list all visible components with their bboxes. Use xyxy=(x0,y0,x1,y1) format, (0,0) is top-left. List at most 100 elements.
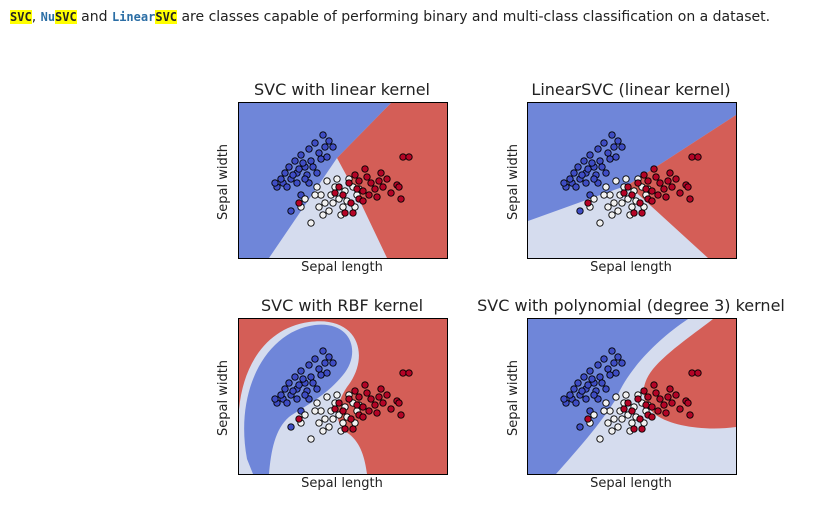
x-axis-label: Sepal length xyxy=(590,260,672,275)
intro-rest: are classes capable of performing binary… xyxy=(177,9,771,25)
scatter-point xyxy=(584,381,592,389)
scatter-point xyxy=(307,435,315,443)
scatter-point xyxy=(610,359,618,367)
scatter-point xyxy=(572,183,580,191)
plot-svc-polynomial-kernel xyxy=(527,318,737,475)
scatter-point xyxy=(580,373,588,381)
scatter-point xyxy=(688,369,696,377)
scatter-point xyxy=(608,427,616,435)
scatter-point xyxy=(604,149,612,157)
scatter-point xyxy=(359,187,367,195)
scatter-point xyxy=(405,369,413,377)
scatter-point xyxy=(311,407,319,415)
scatter-point xyxy=(367,179,375,187)
scatter-point xyxy=(301,411,309,419)
scatter-point xyxy=(566,391,574,399)
scatter-point xyxy=(295,199,303,207)
scatter-point xyxy=(299,159,307,167)
scatter-point xyxy=(642,185,650,193)
scatter-point xyxy=(644,393,652,401)
scatter-point xyxy=(644,177,652,185)
plot-title-rbf: SVC with RBF kernel xyxy=(260,296,424,315)
scatter-point xyxy=(373,193,381,201)
scatter-point xyxy=(387,405,395,413)
scatter-point xyxy=(317,371,325,379)
plot-title-linear-svc: SVC with linear kernel xyxy=(254,80,430,99)
scatter-point xyxy=(287,207,295,215)
scatter-point xyxy=(325,423,333,431)
scatter-point xyxy=(634,179,642,187)
scatter-point xyxy=(339,407,347,415)
scatter-point xyxy=(586,151,594,159)
scatter-point xyxy=(355,393,363,401)
scatter-point xyxy=(660,185,668,193)
scatter-point xyxy=(620,189,628,197)
scatter-point xyxy=(636,415,644,423)
scatter-point xyxy=(271,179,279,187)
scatter-points xyxy=(560,347,702,443)
scatter-point xyxy=(656,395,664,403)
scatter-point xyxy=(295,415,303,423)
scatter-point xyxy=(289,171,297,179)
intro-sentence: SVC, NuSVC and LinearSVC are classes cap… xyxy=(10,9,770,25)
scatter-point xyxy=(634,395,642,403)
scatter-point xyxy=(323,177,331,185)
scatter-point xyxy=(576,207,584,215)
scatter-point xyxy=(596,435,604,443)
linearsvc-code-link[interactable]: LinearSVC xyxy=(112,10,178,24)
scatter-point xyxy=(638,425,646,433)
x-axis-label: Sepal length xyxy=(301,476,383,491)
scatter-point xyxy=(620,405,628,413)
scatter-point xyxy=(339,419,347,427)
scatter-point xyxy=(375,177,383,185)
scatter-point xyxy=(315,419,323,427)
plot-title-linearsvc: LinearSVC (linear kernel) xyxy=(531,80,731,99)
scatter-point xyxy=(315,203,323,211)
scatter-point xyxy=(351,387,359,395)
scatter-point xyxy=(652,389,660,397)
scatter-point xyxy=(624,183,632,191)
scatter-point xyxy=(321,199,329,207)
scatter-point xyxy=(365,407,373,415)
scatter-point xyxy=(648,187,656,195)
scatter-point xyxy=(339,191,347,199)
scatter-point xyxy=(295,165,303,173)
scatter-point xyxy=(281,385,289,393)
scatter-point xyxy=(628,203,636,211)
scatter-point xyxy=(329,359,337,367)
scatter-point xyxy=(654,191,662,199)
scatter-point xyxy=(578,387,586,395)
scatter-point xyxy=(329,143,337,151)
scatter-point xyxy=(335,183,343,191)
scatter-point xyxy=(614,353,622,361)
scatter-point xyxy=(604,203,612,211)
scatter-point xyxy=(694,369,702,377)
scatter-point xyxy=(317,155,325,163)
scatter-point xyxy=(584,415,592,423)
scatter-point xyxy=(624,399,632,407)
scatter-point xyxy=(560,179,568,187)
scatter-point xyxy=(676,405,684,413)
scatter-point xyxy=(598,163,606,171)
scatter-point xyxy=(377,385,385,393)
scatter-point xyxy=(566,175,574,183)
scatter-point xyxy=(359,403,367,411)
scatter-point xyxy=(622,391,630,399)
nusvc-code-link[interactable]: NuSVC xyxy=(41,10,77,24)
intro-and: and xyxy=(76,9,112,25)
scatter-point xyxy=(293,179,301,187)
scatter-point xyxy=(313,385,321,393)
scatter-point xyxy=(618,143,626,151)
scatter-point xyxy=(375,393,383,401)
scatter-point xyxy=(604,365,612,373)
x-axis-label: Sepal length xyxy=(590,476,672,491)
scatter-point xyxy=(656,179,664,187)
scatter-point xyxy=(628,191,636,199)
scatter-point xyxy=(600,139,608,147)
scatter-point xyxy=(285,163,293,171)
scatter-points xyxy=(271,131,413,227)
svc-code-link[interactable]: SVC xyxy=(10,10,32,24)
scatter-point xyxy=(341,209,349,217)
scatter-point xyxy=(640,171,648,179)
scatter-point xyxy=(315,149,323,157)
